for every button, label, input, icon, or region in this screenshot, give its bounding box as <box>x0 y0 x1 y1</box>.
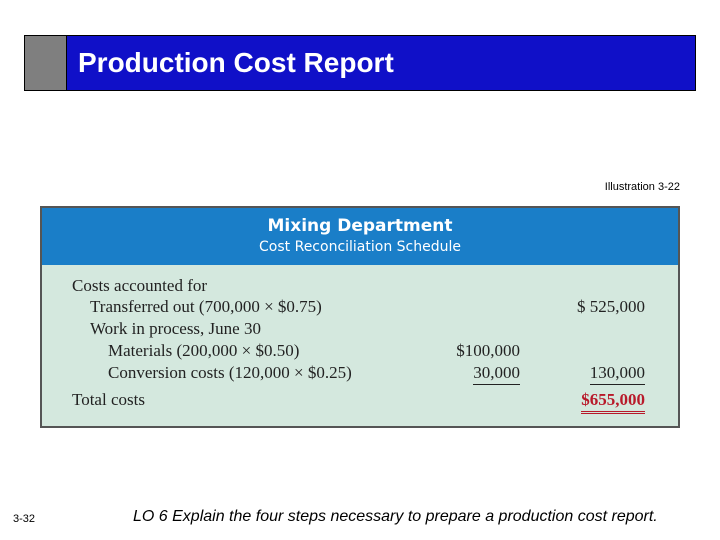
schedule-row-total-costs: Total costs $655,000 <box>42 390 678 414</box>
learning-objective: LO 6 Explain the four steps necessary to… <box>133 508 658 525</box>
title-bar-band: Production Cost Report <box>67 36 695 90</box>
schedule-row-transferred-out: Transferred out (700,000 × $0.75) $ 525,… <box>42 297 678 319</box>
row-subtotal: 30,000 <box>473 363 520 385</box>
schedule-row-work-in-process: Work in process, June 30 <box>42 319 678 341</box>
row-subtotal: $100,000 <box>456 341 520 360</box>
row-label: Work in process, June 30 <box>90 319 261 338</box>
row-label: Costs accounted for <box>72 276 208 295</box>
schedule-row-conversion-costs: Conversion costs (120,000 × $0.25) 30,00… <box>42 363 678 385</box>
row-label: Conversion costs (120,000 × $0.25) <box>108 363 352 382</box>
total-amount: $655,000 <box>581 390 645 414</box>
row-amount: $ 525,000 <box>577 297 645 316</box>
schedule-department-title: Mixing Department <box>267 216 453 236</box>
cost-reconciliation-schedule: Mixing Department Cost Reconciliation Sc… <box>40 206 680 428</box>
title-bar-accent <box>25 36 67 90</box>
slide-number: 3-32 <box>13 513 36 525</box>
slide-title: Production Cost Report <box>78 47 394 78</box>
schedule-row-materials: Materials (200,000 × $0.50) $100,000 <box>42 341 678 363</box>
schedule-row-costs-accounted: Costs accounted for <box>42 276 678 298</box>
schedule-subtitle: Cost Reconciliation Schedule <box>259 239 461 255</box>
row-label: Transferred out (700,000 × $0.75) <box>90 297 322 316</box>
row-label: Materials (200,000 × $0.50) <box>108 341 300 360</box>
schedule-header: Mixing Department Cost Reconciliation Sc… <box>42 208 678 265</box>
row-label: Total costs <box>72 390 145 409</box>
slide-title-bar: Production Cost Report <box>24 35 696 91</box>
illustration-label: Illustration 3-22 <box>604 181 680 193</box>
row-amount: 130,000 <box>589 363 645 385</box>
